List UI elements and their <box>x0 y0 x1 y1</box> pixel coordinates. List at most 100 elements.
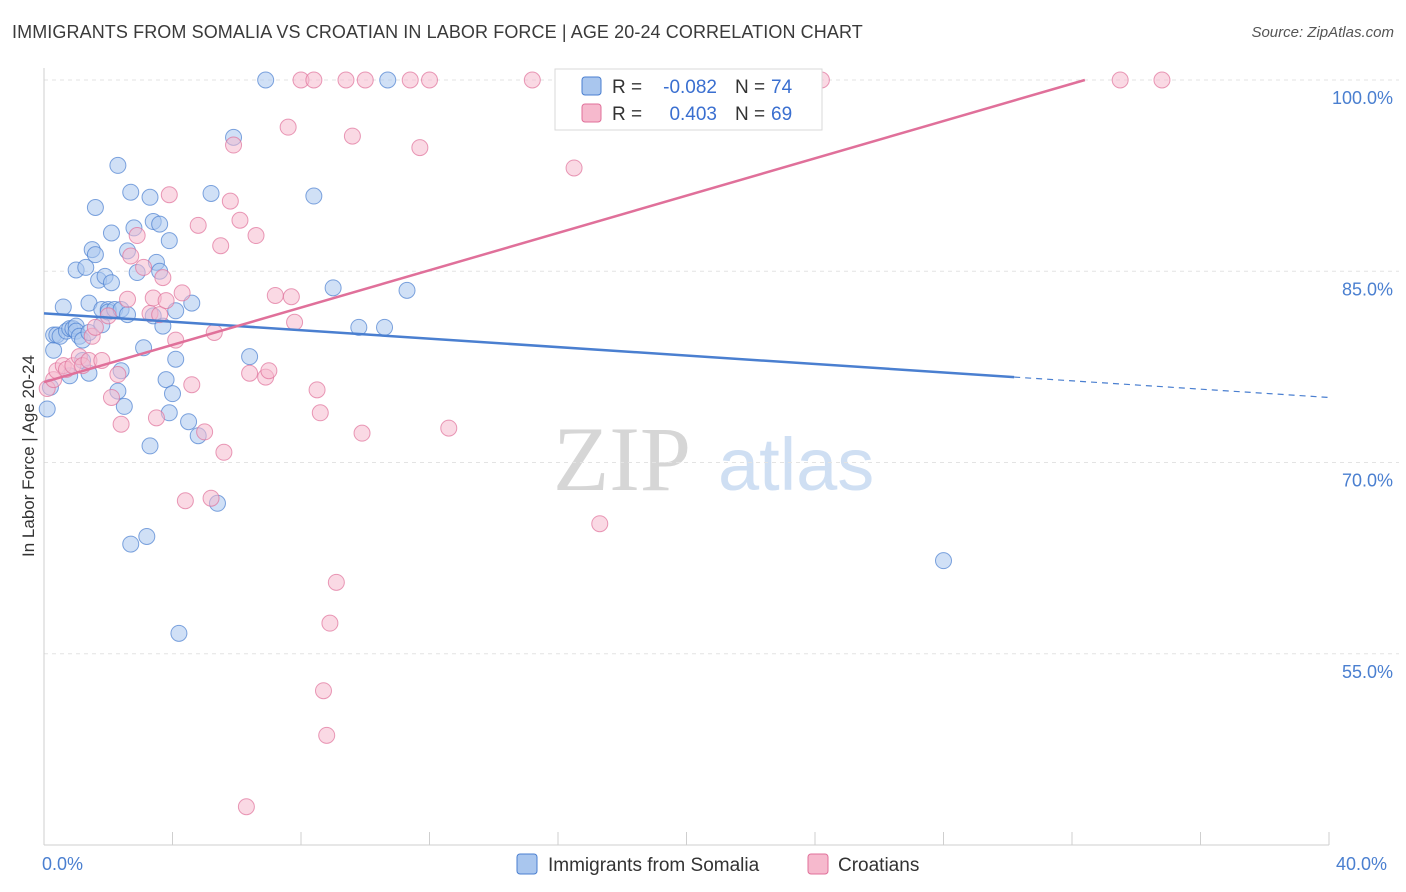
croatians-point-66 <box>565 159 583 177</box>
somalia-point-54 <box>157 371 175 389</box>
croatians-point-40 <box>237 798 255 816</box>
somalia-point-59 <box>167 350 185 368</box>
stats-n-value-somalia: 74 <box>771 77 793 98</box>
somalia-point-67 <box>241 348 259 366</box>
x-ticks <box>172 832 1330 845</box>
somalia-point-68 <box>257 71 275 89</box>
croatians-point-54 <box>318 726 336 744</box>
stats-r-value-croatians: 0.403 <box>669 104 717 125</box>
croatians-point-10 <box>86 318 104 336</box>
trend-line-somalia-extension <box>1014 376 1330 399</box>
croatians-point-65 <box>523 71 541 89</box>
croatians-point-44 <box>260 362 278 380</box>
somalia-point-55 <box>160 232 178 250</box>
croatians-point-51 <box>308 381 326 399</box>
watermark-zip: ZIP <box>553 408 691 510</box>
trend-line-somalia <box>43 312 1015 379</box>
croatians-point-16 <box>119 290 137 308</box>
croatians-point-14 <box>109 366 127 384</box>
x-max-label: 40.0% <box>1336 854 1387 874</box>
croatians-point-28 <box>173 284 191 302</box>
croatians-point-58 <box>343 127 361 145</box>
somalia-point-46 <box>141 437 159 455</box>
somalia-point-33 <box>109 156 127 174</box>
somalia-point-22 <box>86 199 104 216</box>
stats-swatch-somalia <box>581 76 602 96</box>
legend-swatch-somalia <box>516 853 538 875</box>
somalia-point-41 <box>122 535 140 553</box>
croatians-point-48 <box>286 313 304 331</box>
croatians-point-41 <box>241 364 259 382</box>
somalia-point-70 <box>324 279 342 297</box>
croatians-point-52 <box>311 404 329 422</box>
croatians-point-35 <box>212 237 230 255</box>
croatians-point-63 <box>421 71 438 89</box>
croatians-point-55 <box>321 614 339 632</box>
croatians-point-67 <box>591 515 609 533</box>
croatians-point-47 <box>282 288 300 306</box>
croatians-point-70 <box>1111 71 1129 89</box>
stats-r-label-croatians: R = <box>612 104 642 125</box>
source-label: Source: ZipAtlas.com <box>1251 24 1394 41</box>
croatians-point-12 <box>99 307 117 325</box>
croatians-point-25 <box>157 292 175 310</box>
croatians-point-24 <box>154 269 172 287</box>
bottom-legend: Immigrants from Somalia Croatians <box>516 853 919 876</box>
legend-swatch-croatians <box>807 853 829 875</box>
croatians-point-37 <box>221 192 239 210</box>
croatians-point-18 <box>128 227 146 245</box>
croatians-point-39 <box>231 211 249 229</box>
croatians-point-61 <box>401 71 419 89</box>
somalia-point-45 <box>138 527 156 545</box>
somalia-point-64 <box>202 184 220 202</box>
somalia-point-71 <box>350 318 368 336</box>
croatians-point-26 <box>160 186 178 204</box>
stats-n-value-croatians: 69 <box>771 104 792 125</box>
somalia-point-75 <box>935 552 952 570</box>
y-tick-labels: 100.0% 85.0% 70.0% 55.0% <box>1332 88 1393 682</box>
y-axis-title: In Labor Force | Age 20-24 <box>19 355 38 557</box>
stats-n-label-croatians: N = <box>735 104 765 125</box>
croatians-point-15 <box>112 415 130 433</box>
watermark-atlas: atlas <box>718 423 874 506</box>
croatians-point-62 <box>411 139 429 157</box>
somalia-point-31 <box>102 274 120 292</box>
somalia-point-37 <box>115 397 133 415</box>
stats-r-value-somalia: -0.082 <box>663 77 717 98</box>
croatians-point-57 <box>337 71 355 89</box>
croatians-point-13 <box>102 388 120 406</box>
croatians-point-33 <box>202 489 220 507</box>
croatians-point-23 <box>151 306 169 324</box>
croatians-point-32 <box>196 423 214 441</box>
croatians-point-46 <box>279 118 297 136</box>
somalia-point-6 <box>54 298 72 316</box>
y-tick-label-1: 85.0% <box>1342 279 1393 299</box>
somalia-point-69 <box>305 187 323 205</box>
trend-lines <box>43 78 1330 399</box>
croatians-point-30 <box>183 376 201 394</box>
y-tick-label-3: 55.0% <box>1342 662 1393 682</box>
somalia-point-30 <box>102 224 120 242</box>
stats-legend: R = -0.082 N = 74 R = 0.403 N = 69 <box>554 68 823 131</box>
somalia-point-61 <box>180 413 198 431</box>
croatians-point-71 <box>1153 71 1171 89</box>
croatians-point-17 <box>122 247 140 265</box>
somalia-point-47 <box>141 188 159 206</box>
stats-swatch-croatians <box>581 103 602 123</box>
croatians-point-36 <box>215 443 233 461</box>
croatians-point-42 <box>247 227 265 245</box>
stats-r-label-somalia: R = <box>612 77 642 98</box>
somalia-point-73 <box>379 71 397 89</box>
croatians-point-31 <box>189 216 207 234</box>
croatians-point-50 <box>305 71 323 89</box>
croatians-point-38 <box>225 136 243 154</box>
somalia-point-40 <box>122 183 140 201</box>
y-tick-label-0: 100.0% <box>1332 88 1393 108</box>
x-min-label: 0.0% <box>42 854 83 874</box>
legend-label-somalia: Immigrants from Somalia <box>548 855 760 876</box>
somalia-point-0 <box>38 400 56 418</box>
somalia-point-60 <box>170 624 188 642</box>
y-tick-label-2: 70.0% <box>1342 471 1393 491</box>
somalia-point-72 <box>376 318 394 336</box>
